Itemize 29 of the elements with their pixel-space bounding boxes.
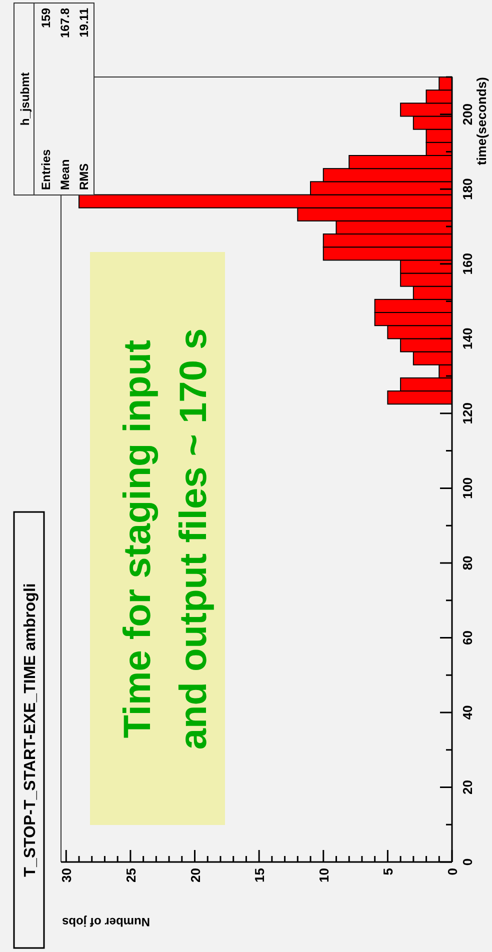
text: h_jsubmt [18,72,32,126]
y-tick-label: 160 [460,253,475,275]
x-tick-label: 30 [59,868,74,882]
x-tick-label: 25 [123,868,138,882]
y-tick-label: 120 [460,402,475,424]
x-tick-label: 15 [252,868,268,882]
y-tick-label: 140 [460,328,475,350]
y-tick-label: 20 [460,780,475,794]
y-tick-label: 180 [460,178,475,200]
y-tick-label: 100 [460,477,475,500]
text: T_STOP-T_START-EXE_TIME ambrogli [22,583,39,877]
y-tick-label: 40 [460,705,475,720]
annotation: Time for staging input and output files ~ 170 s [117,328,215,750]
x-tick-label: 20 [188,868,203,882]
y-tick-label: 60 [460,630,475,645]
text: 19.11 [77,8,91,38]
text: 159 [39,8,53,28]
x-tick-label: 5 [380,868,396,876]
annotation: Mean [58,159,72,190]
y-tick-label: 80 [460,556,475,570]
x-axis-title: Number of jobs [62,915,150,929]
text: Entries [39,148,53,190]
y-axis-title: time(seconds) [474,77,489,166]
annotation: RMS [77,163,91,190]
y-tick-label: 0 [460,858,475,866]
y-tick-label: 200 [460,104,475,126]
x-tick-label: 10 [316,868,332,882]
x-tick-label: 0 [445,868,460,876]
text: 167.8 [58,8,72,38]
